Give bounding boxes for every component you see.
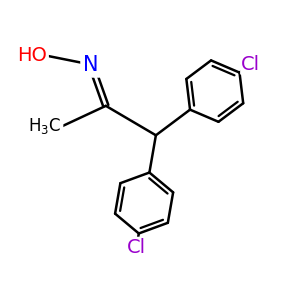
Text: Cl: Cl xyxy=(127,238,146,257)
Text: HO: HO xyxy=(17,46,47,65)
Text: H$_3$C: H$_3$C xyxy=(28,116,62,136)
Text: N: N xyxy=(83,55,99,75)
Text: Cl: Cl xyxy=(241,55,260,74)
